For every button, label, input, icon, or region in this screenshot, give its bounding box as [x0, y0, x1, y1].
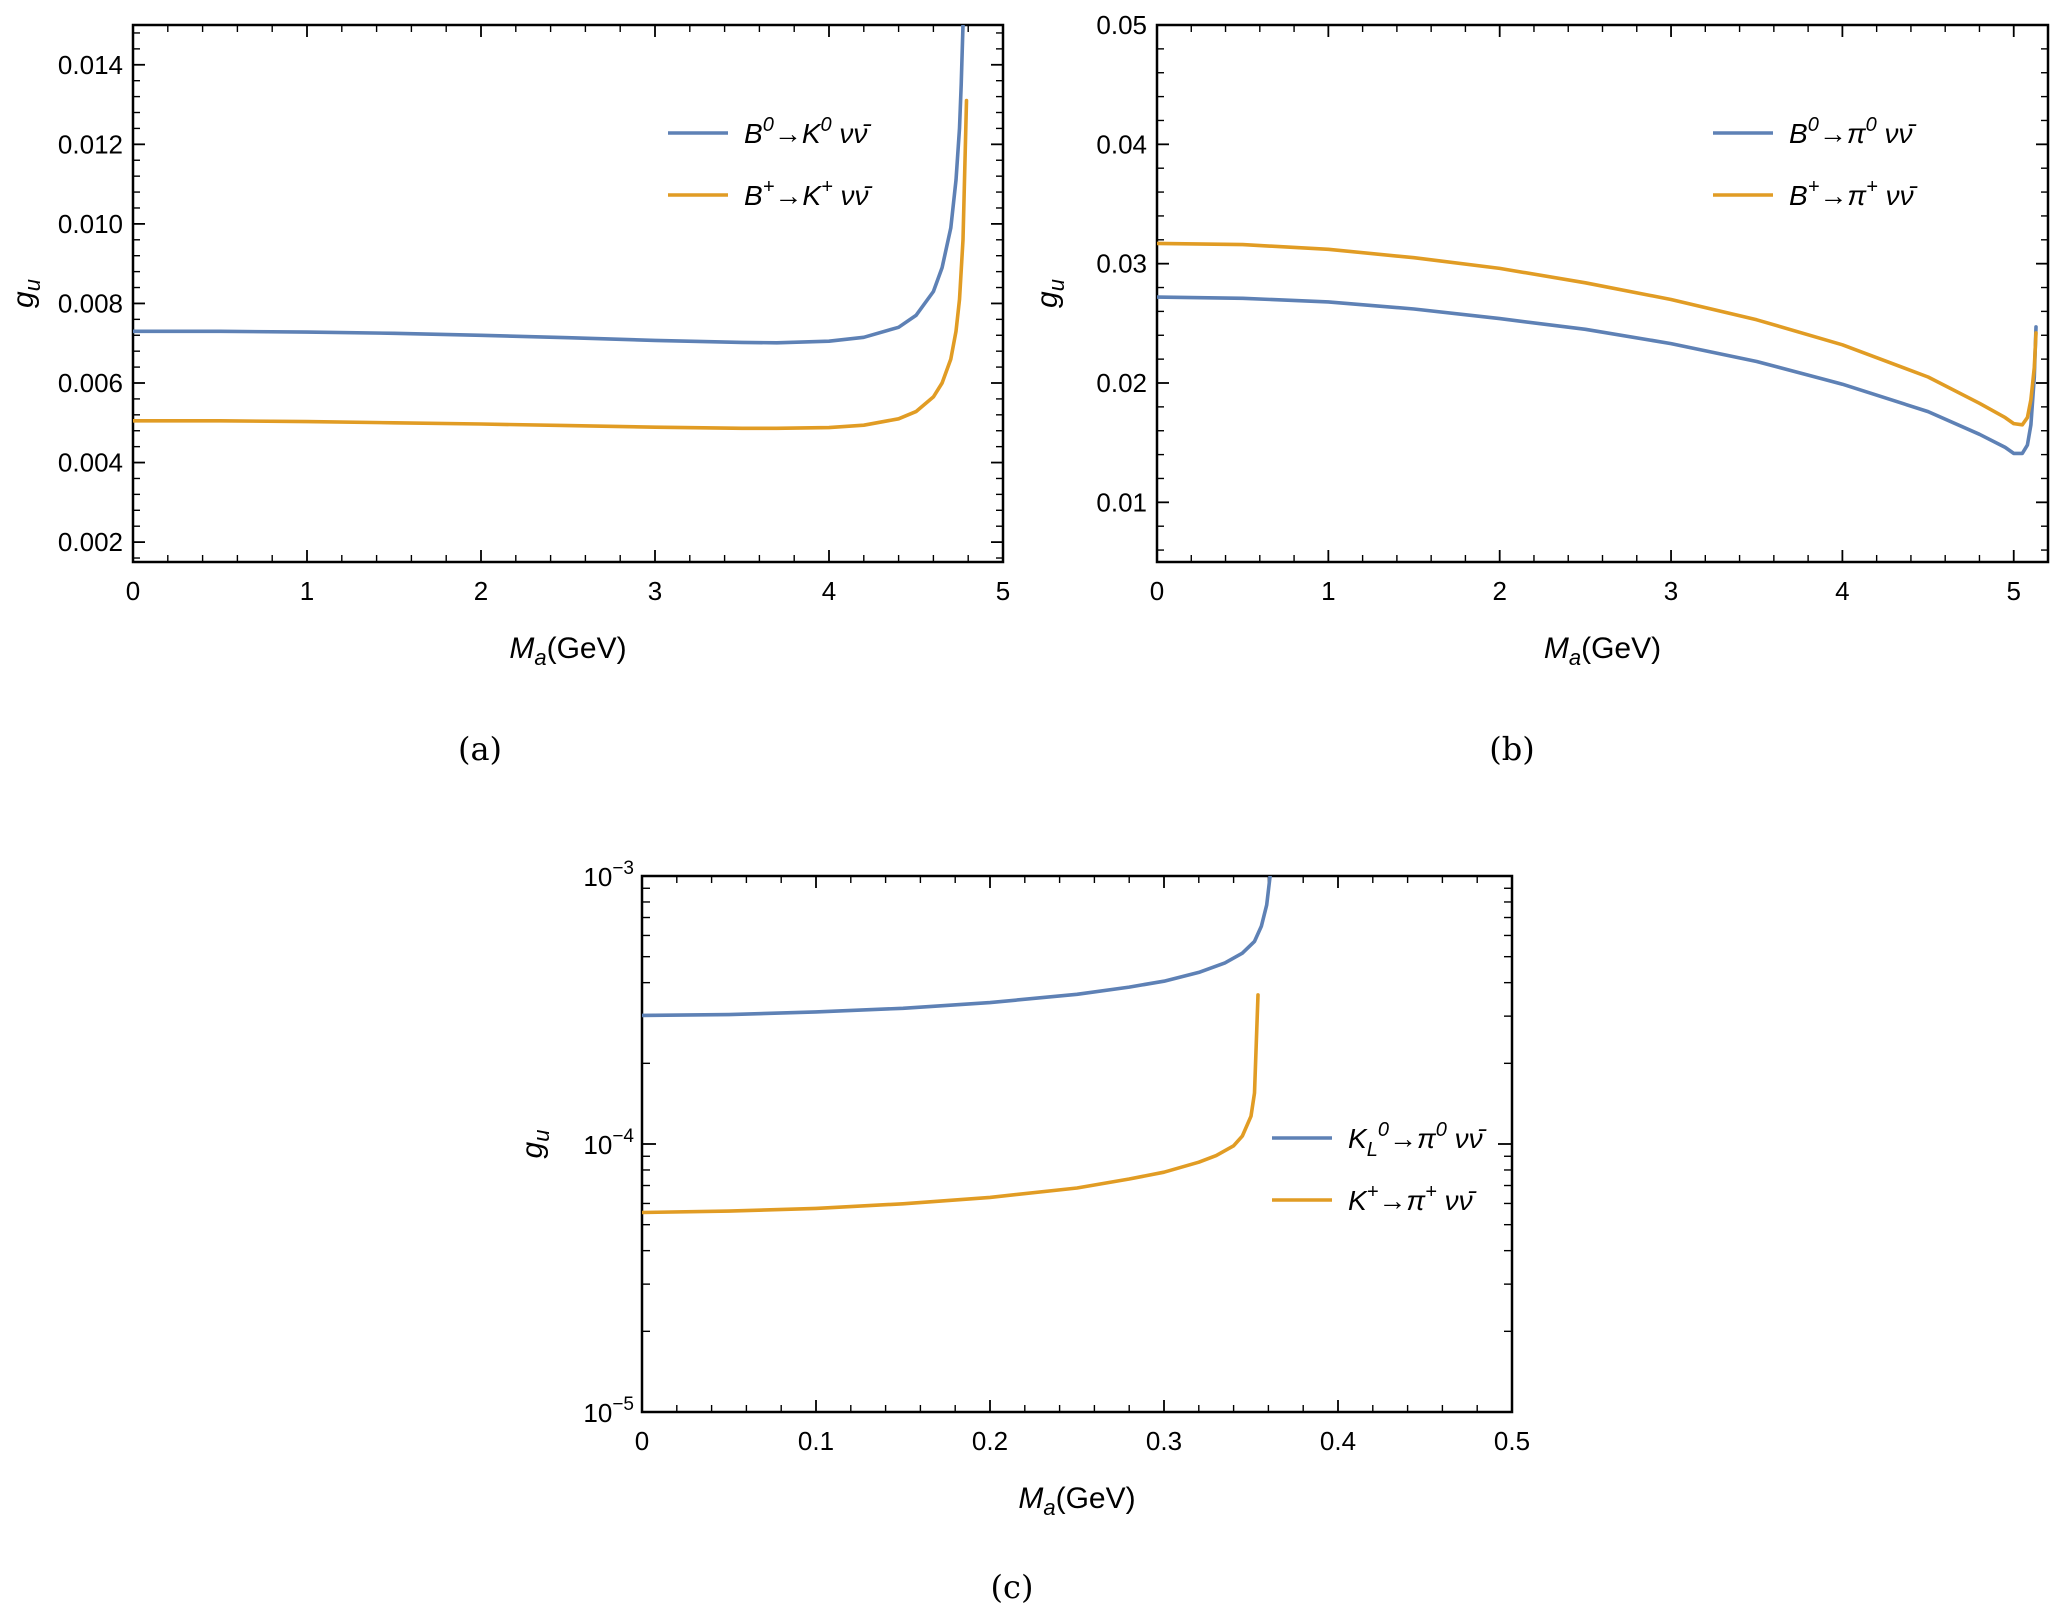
y-tick-label: 0.04	[1096, 129, 1147, 159]
y-tick-label: 0.01	[1096, 487, 1147, 517]
chart-3: 0 0.1 0.2 0.3 0.4 0.5 10−3 10−4 10−5 KL0→π0 νν̄ K+…	[516, 858, 1530, 1606]
y-tick-label: 0.002	[58, 527, 123, 557]
plot-frame	[1155, 23, 2050, 564]
chart-2: 0 1 2 3 4 5 0.01 0.02 0.03 0.04 0.05 B0→π0 νν̄ B+→π+…	[1031, 10, 2050, 768]
series-line-2	[133, 98, 969, 431]
x-tick-label: 1	[300, 576, 314, 606]
series-line-1	[1157, 295, 2038, 456]
y-axis-label: gu	[1031, 279, 1069, 308]
subfigure-caption: (a)	[458, 730, 502, 768]
y-tick-label: 0.010	[58, 209, 123, 239]
y-tick-label: 0.05	[1096, 10, 1147, 40]
y-tick-label: 10−4	[583, 1126, 634, 1160]
x-tick-label: 2	[474, 576, 488, 606]
y-tick-label: 0.008	[58, 288, 123, 318]
y-tick-label: 0.006	[58, 368, 123, 398]
series-line-2	[1157, 241, 2038, 427]
legend-label-2: K+→π+ νν̄	[1348, 1181, 1477, 1216]
y-tick-label: 0.012	[58, 129, 123, 159]
legend-label-2: B+→π+ νν̄	[1789, 176, 1918, 211]
y-tick-label: 0.014	[58, 50, 123, 80]
x-tick-label: 3	[1664, 576, 1678, 606]
x-tick-label: 5	[2006, 576, 2020, 606]
series-line-1	[642, 876, 1272, 1018]
plot-frame	[131, 23, 1005, 564]
subfigure-caption: (c)	[991, 1568, 1034, 1606]
x-tick-label: 0.3	[1146, 1426, 1182, 1456]
x-tick-label: 0	[126, 576, 140, 606]
legend-label-2: B+→K+ νν̄	[744, 176, 873, 211]
plot-frame	[640, 874, 1514, 1414]
x-tick-label: 0.5	[1494, 1426, 1530, 1456]
x-tick-label: 0	[635, 1426, 649, 1456]
x-axis-label: Ma(GeV)	[509, 632, 626, 670]
x-tick-label: 2	[1492, 576, 1506, 606]
x-tick-label: 0.1	[798, 1426, 834, 1456]
legend-label-1: KL0→π0 νν̄	[1348, 1119, 1487, 1161]
x-tick-label: 0.2	[972, 1426, 1008, 1456]
x-tick-label: 1	[1321, 576, 1335, 606]
y-axis-label: gu	[7, 279, 45, 308]
subfigure-caption: (b)	[1489, 730, 1534, 768]
x-axis-label: Ma(GeV)	[1544, 632, 1661, 670]
x-tick-label: 3	[648, 576, 662, 606]
y-tick-label: 0.004	[58, 448, 123, 478]
x-tick-label: 0.4	[1320, 1426, 1356, 1456]
x-tick-label: 0	[1150, 576, 1164, 606]
y-tick-label: 0.03	[1096, 249, 1147, 279]
x-tick-label: 5	[996, 576, 1010, 606]
y-axis-label: gu	[516, 1130, 554, 1159]
series-line-2	[642, 993, 1260, 1215]
x-tick-label: 4	[1835, 576, 1849, 606]
y-tick-label: 0.02	[1096, 368, 1147, 398]
y-tick-label: 10−5	[583, 1394, 634, 1428]
x-tick-label: 4	[822, 576, 836, 606]
legend-label-1: B0→π0 νν̄	[1789, 114, 1916, 149]
legend-label-1: B0→K0 νν̄	[744, 114, 871, 149]
x-axis-label: Ma(GeV)	[1018, 1482, 1135, 1520]
series-line-1	[133, 25, 965, 345]
chart-1: 0 1 2 3 4 5 0.002 0.004 0.006 0.008 0.010 0.012 0.01…	[7, 23, 1010, 768]
y-tick-label: 10−3	[583, 858, 634, 892]
